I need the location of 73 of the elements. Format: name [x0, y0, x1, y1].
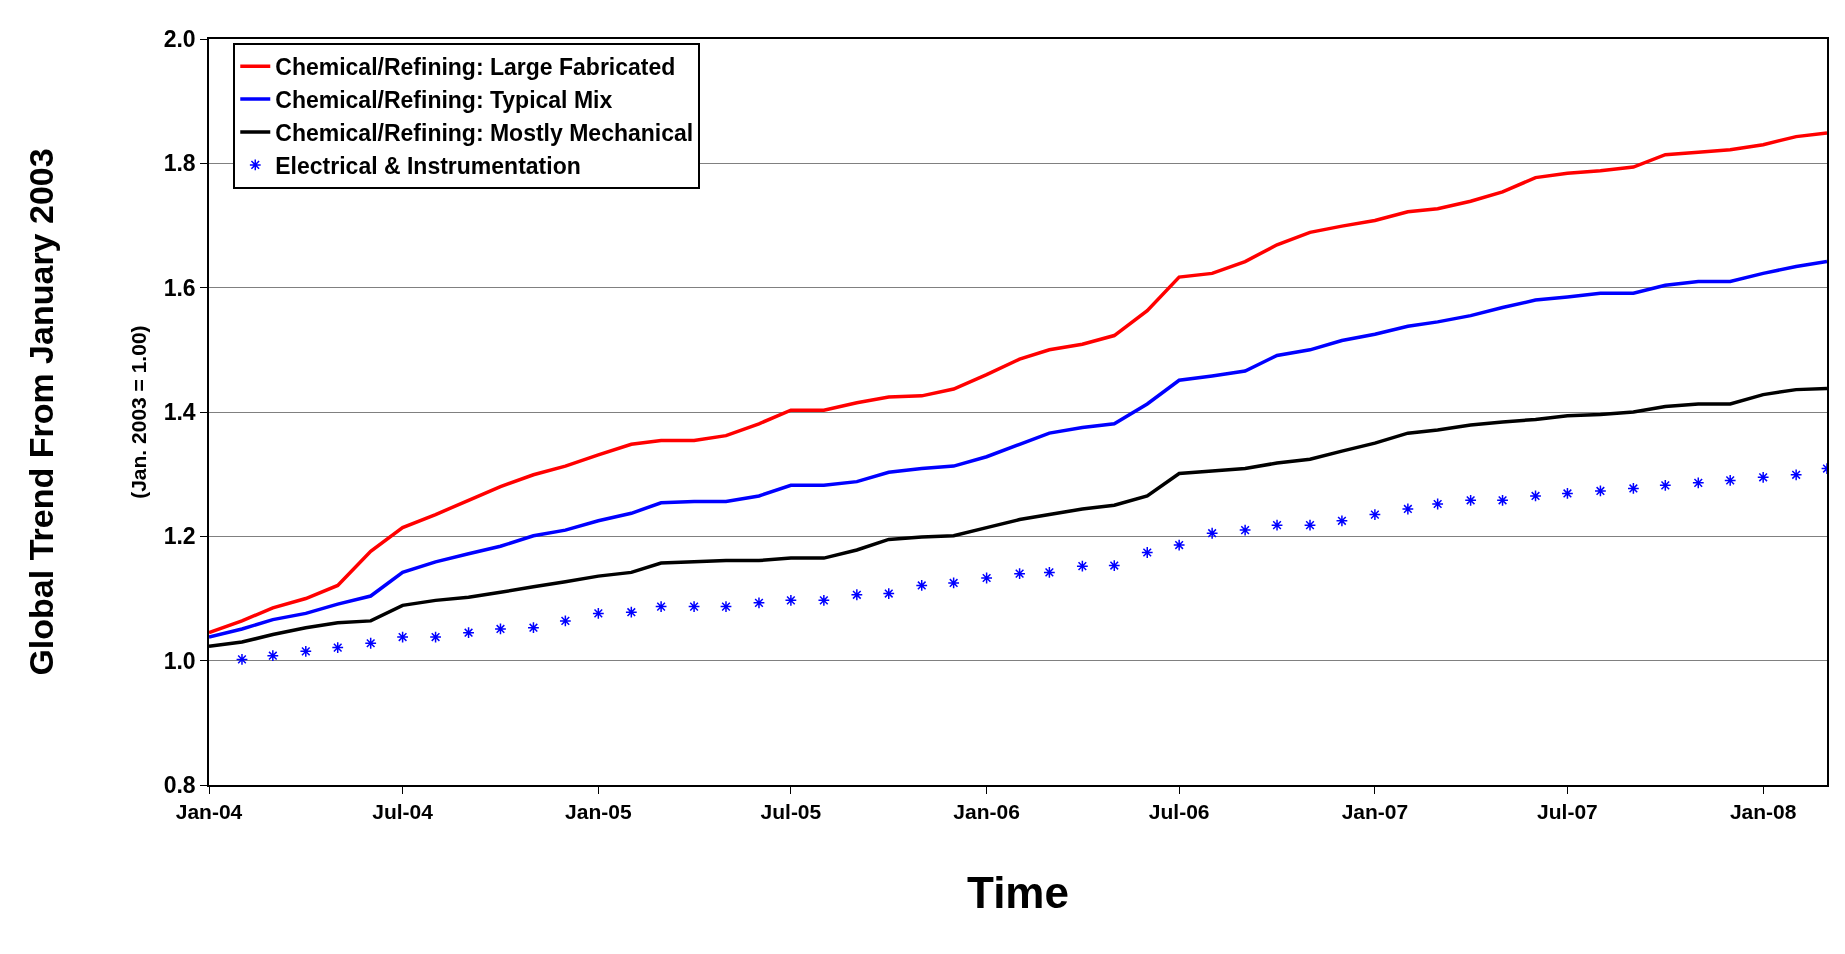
point — [719, 600, 733, 613]
point — [1431, 497, 1444, 511]
point — [331, 641, 344, 654]
point — [980, 571, 993, 585]
y-tick-label: 1.2 — [163, 523, 196, 550]
y-tick-label: 1.8 — [163, 150, 196, 177]
point — [1141, 546, 1154, 559]
point — [364, 637, 377, 650]
point — [947, 576, 960, 590]
point — [299, 645, 312, 658]
point — [1013, 567, 1026, 580]
legend-label: Chemical/Refining: Mostly Mechanical — [275, 119, 694, 146]
x-tick-label: Jul-05 — [760, 799, 822, 823]
x-tick-label: Jan-04 — [175, 799, 243, 823]
point — [1173, 538, 1186, 552]
point — [396, 630, 409, 644]
point — [1757, 471, 1770, 484]
point — [462, 626, 475, 639]
y-tick-label: 2.0 — [163, 26, 196, 53]
point — [494, 622, 507, 636]
point — [1464, 494, 1477, 507]
x-tick-label: Jan-05 — [565, 799, 632, 823]
point — [1205, 527, 1219, 540]
point — [235, 653, 249, 666]
y-axis-title: Global Trend From January 2003 — [21, 148, 60, 676]
point — [752, 596, 766, 609]
point — [850, 588, 863, 601]
y-tick-label: 1.6 — [163, 274, 196, 301]
point — [592, 607, 605, 620]
point — [817, 594, 831, 607]
point — [1790, 468, 1803, 481]
legend-label: Chemical/Refining: Large Fabricated — [275, 54, 676, 81]
point — [1594, 484, 1607, 498]
y-tick-label: 0.8 — [163, 772, 196, 799]
point — [1724, 474, 1737, 487]
line-series — [209, 259, 1827, 639]
x-axis-title: Time — [967, 867, 1069, 917]
point — [1238, 523, 1252, 537]
point — [687, 600, 701, 613]
x-tick-label: Jan-07 — [1341, 799, 1409, 823]
x-tick-label: Jul-04 — [372, 799, 434, 823]
x-tick-label: Jul-07 — [1537, 799, 1598, 823]
point — [1561, 487, 1574, 500]
point — [1043, 566, 1056, 579]
point — [429, 630, 442, 644]
point — [1076, 560, 1089, 573]
point — [1627, 482, 1640, 495]
y-tick-label: 1.4 — [163, 399, 196, 426]
point — [1529, 489, 1542, 503]
point — [625, 606, 638, 619]
point — [915, 579, 928, 592]
point — [266, 649, 279, 662]
point — [1303, 518, 1317, 532]
point — [527, 621, 540, 634]
point — [1496, 494, 1509, 507]
x-tick-label: Jan-08 — [1729, 799, 1797, 823]
x-tick-label: Jan-06 — [953, 799, 1020, 823]
legend-label: Electrical & Instrumentation — [275, 152, 581, 179]
x-tick-label: Jul-06 — [1148, 799, 1210, 823]
point — [1368, 508, 1382, 521]
point — [1692, 476, 1705, 490]
point — [1108, 559, 1121, 572]
point — [559, 614, 572, 628]
point — [1335, 514, 1349, 527]
point — [784, 594, 798, 607]
legend-label: Chemical/Refining: Typical Mix — [275, 87, 613, 114]
text: (Jan. 2003 = 1.00) — [126, 325, 150, 499]
y-tick-label: 1.0 — [163, 647, 196, 674]
point — [1270, 518, 1284, 532]
point — [882, 587, 895, 600]
point — [1659, 479, 1672, 492]
point — [654, 600, 668, 613]
point — [1401, 502, 1415, 516]
